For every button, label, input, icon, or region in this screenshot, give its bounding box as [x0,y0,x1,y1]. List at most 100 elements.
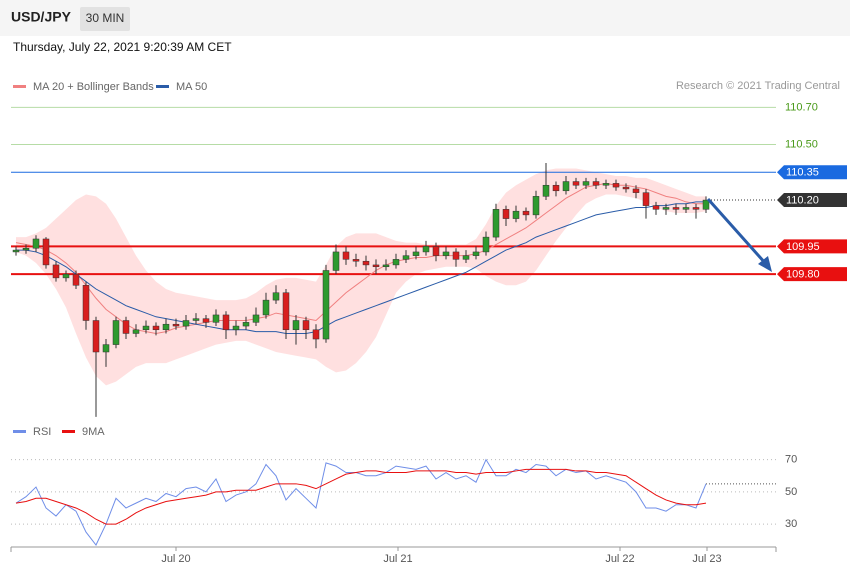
candle-body [602,183,610,186]
candle-body [62,273,70,279]
candle-body [662,207,670,210]
candle-body [92,320,100,353]
candle-body [432,246,440,256]
candle-body [562,181,570,192]
candle-body [352,259,360,262]
x-tick-label: Jul 20 [161,553,190,565]
candle-body [52,264,60,279]
x-tick-label: Jul 23 [692,553,721,565]
candle-body [252,314,260,323]
indicator-line [15,458,707,546]
candle-body [622,186,630,190]
candle-body [222,314,230,331]
candle-body [162,323,170,331]
candle-body [412,251,420,256]
candle-body [692,207,700,210]
candle-body [22,247,30,251]
candle-body [522,210,530,216]
symbol: USD/JPY [11,9,72,25]
candle-body [462,255,470,260]
level-label: 109.95 [786,241,820,253]
forecast-arrowhead [758,256,772,272]
candle-body [152,325,160,331]
candle-body [402,255,410,260]
candle-body [592,181,600,186]
candle-body [702,199,710,210]
header-bar [0,0,850,36]
candle-body [482,236,490,253]
level-box [777,267,847,282]
interval-box[interactable] [80,7,130,31]
candle-body [572,181,580,186]
bollinger-band [16,168,706,386]
timestamp: Thursday, July 22, 2021 9:20:39 AM CET [13,40,232,54]
candle-body [332,251,340,271]
candle-body [642,192,650,206]
candle-body [322,270,330,340]
level-box [777,193,847,208]
candle-body [442,251,450,256]
candle-body [192,318,200,321]
candle-body [82,285,90,321]
moving-average [15,182,706,334]
legend-label: MA 50 [176,81,207,93]
level-box [777,239,847,254]
candle-body [682,207,690,210]
candle-body [492,209,500,238]
level-label: 110.20 [786,194,819,206]
candle-body [422,246,430,253]
legend-swatch [156,85,169,88]
candle-body [242,322,250,327]
level-label: 110.70 [785,101,818,113]
interval[interactable]: 30 MIN [86,11,125,25]
legend-label: RSI [33,426,51,438]
candle-body [382,264,390,268]
candle-body [512,210,520,219]
legend-swatch [62,430,75,433]
candle-body [142,325,150,331]
candle-body [12,249,20,253]
level-box [777,165,847,180]
candle-body [122,320,130,334]
candle-body [582,181,590,186]
level-label: 109.80 [786,269,820,281]
legend-label: MA 20 + Bollinger Bands [33,81,154,93]
x-tick-label: Jul 22 [605,553,634,565]
candle-body [632,188,640,193]
candle-body [362,260,370,266]
candle-body [342,251,350,260]
candle-body [212,314,220,323]
candle-body [302,320,310,331]
candle-body [392,259,400,266]
y-tick-label: 70 [785,454,797,466]
x-tick-label: Jul 21 [383,553,412,565]
candle-body [262,299,270,316]
candle-body [232,325,240,331]
candle-body [202,318,210,323]
legend-swatch [13,85,26,88]
candle-body [282,292,290,331]
candle-body [72,273,80,286]
candle-body [472,251,480,256]
candle-body [532,196,540,216]
plot: MA 20 + Bollinger Bands MA 50 110.70 110.50… [11,81,847,565]
candle-body [102,344,110,353]
y-tick-label: 50 [785,486,797,498]
candle-body [132,329,140,334]
candle-body [182,320,190,327]
y-tick-label: 30 [785,518,797,530]
indicator-line [15,468,707,525]
level-label: 110.35 [786,167,819,179]
candle-body [542,184,550,197]
candle-body [292,320,300,331]
candle-body [272,292,280,301]
candle-body [32,238,40,249]
candle-body [112,320,120,345]
forecast-arrow [706,198,768,265]
candle-body [452,251,460,260]
candle-body [612,183,620,188]
candle-body [502,209,510,219]
moving-average [16,201,706,334]
